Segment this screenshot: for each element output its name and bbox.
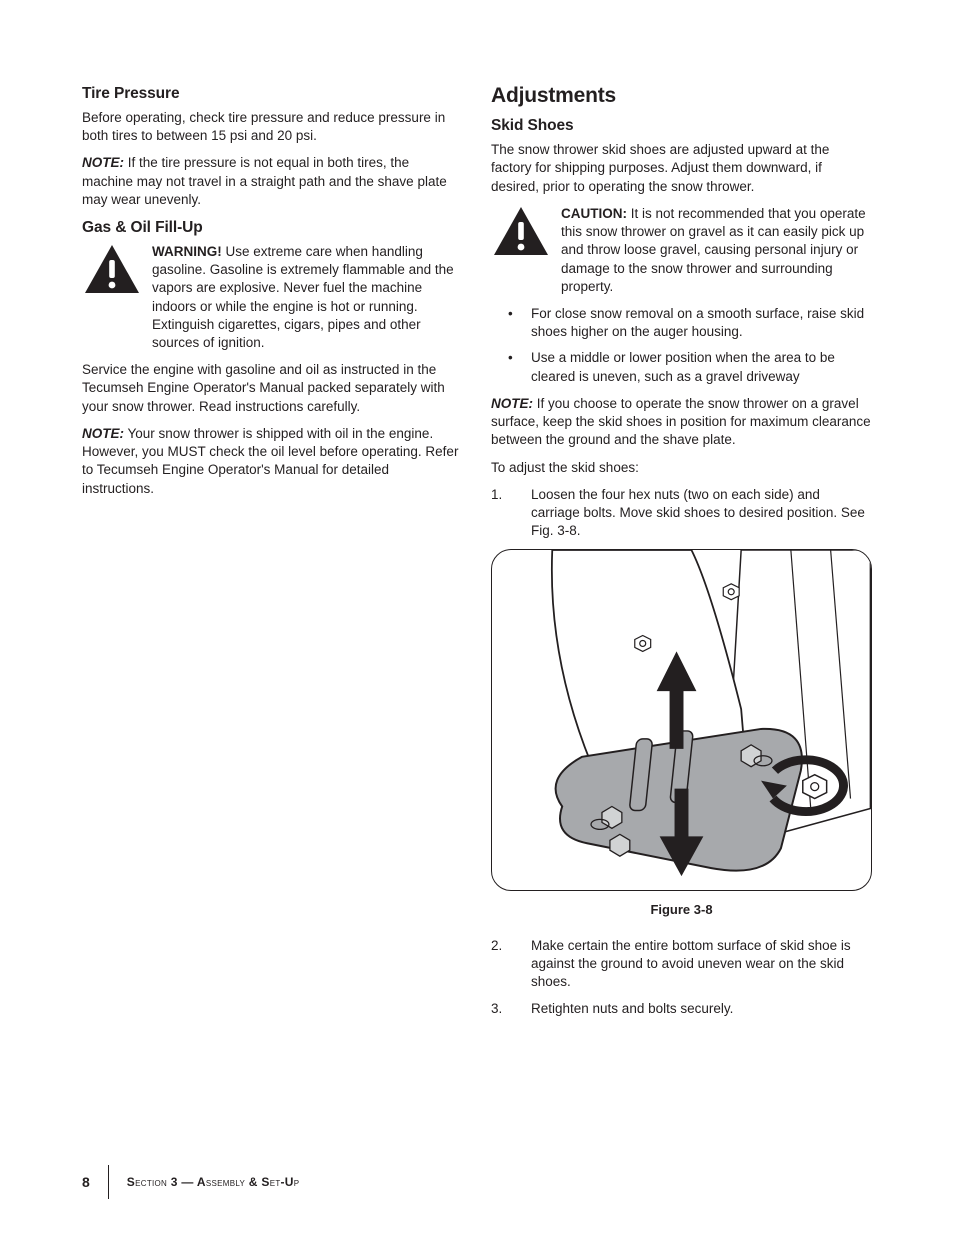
warning-triangle-icon xyxy=(491,205,551,296)
note-text: If the tire pressure is not equal in bot… xyxy=(82,155,447,206)
figure-3-8 xyxy=(491,549,872,891)
note-paragraph: NOTE: Your snow thrower is shipped with … xyxy=(82,425,463,498)
list-item: Loosen the four hex nuts (two on each si… xyxy=(491,486,872,541)
note-text: If you choose to operate the snow throwe… xyxy=(491,396,871,447)
heading-tire-pressure: Tire Pressure xyxy=(82,84,463,105)
figure-caption: Figure 3-8 xyxy=(491,901,872,919)
paragraph: To adjust the skid shoes: xyxy=(491,459,872,477)
list-item: Make certain the entire bottom surface o… xyxy=(491,937,872,992)
heading-adjustments: Adjustments xyxy=(491,82,872,110)
section-label: Section 3 — Assembly & Set-Up xyxy=(127,1174,300,1190)
note-text: Your snow thrower is shipped with oil in… xyxy=(82,426,458,496)
list-item: For close snow removal on a smooth surfa… xyxy=(491,305,872,341)
footer-divider xyxy=(108,1165,109,1199)
note-paragraph: NOTE: If you choose to operate the snow … xyxy=(491,395,872,450)
note-label: NOTE: xyxy=(82,155,124,170)
caution-label: CAUTION: xyxy=(561,206,627,221)
heading-skid-shoes: Skid Shoes xyxy=(491,116,872,137)
right-column: Adjustments Skid Shoes The snow thrower … xyxy=(491,82,872,1027)
step-list-top: Loosen the four hex nuts (two on each si… xyxy=(491,486,872,541)
paragraph: Before operating, check tire pressure an… xyxy=(82,109,463,145)
warning-label: WARNING! xyxy=(152,244,222,259)
note-label: NOTE: xyxy=(491,396,533,411)
heading-gas-oil: Gas & Oil Fill-Up xyxy=(82,218,463,239)
warning-block: WARNING! Use extreme care when handling … xyxy=(82,243,463,352)
note-paragraph: NOTE: If the tire pressure is not equal … xyxy=(82,154,463,209)
bullet-list: For close snow removal on a smooth surfa… xyxy=(491,305,872,386)
page-footer: 8 Section 3 — Assembly & Set-Up xyxy=(82,1165,299,1199)
left-column: Tire Pressure Before operating, check ti… xyxy=(82,82,463,1027)
warning-triangle-icon xyxy=(82,243,142,352)
page-number: 8 xyxy=(82,1173,108,1192)
paragraph: Service the engine with gasoline and oil… xyxy=(82,361,463,416)
warning-text: Use extreme care when handling gasoline.… xyxy=(152,244,454,350)
caution-block: CAUTION: It is not recommended that you … xyxy=(491,205,872,296)
two-column-layout: Tire Pressure Before operating, check ti… xyxy=(82,82,872,1027)
paragraph: The snow thrower skid shoes are adjusted… xyxy=(491,141,872,196)
step-list-bottom: Make certain the entire bottom surface o… xyxy=(491,937,872,1018)
note-label: NOTE: xyxy=(82,426,124,441)
list-item: Use a middle or lower position when the … xyxy=(491,349,872,385)
warning-text-block: WARNING! Use extreme care when handling … xyxy=(152,243,463,352)
list-item: Retighten nuts and bolts securely. xyxy=(491,1000,872,1018)
caution-text-block: CAUTION: It is not recommended that you … xyxy=(561,205,872,296)
